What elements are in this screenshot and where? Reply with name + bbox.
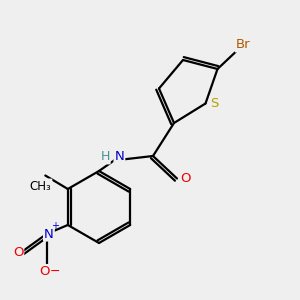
Text: O: O	[180, 172, 191, 185]
Text: O: O	[40, 265, 50, 278]
Text: N: N	[44, 227, 54, 241]
Text: H: H	[100, 150, 110, 164]
Text: Br: Br	[236, 38, 250, 52]
Text: CH₃: CH₃	[30, 179, 51, 193]
Text: +: +	[52, 220, 59, 231]
Text: S: S	[210, 97, 219, 110]
Text: −: −	[50, 265, 60, 278]
Text: N: N	[115, 150, 124, 164]
Text: O: O	[13, 245, 23, 259]
